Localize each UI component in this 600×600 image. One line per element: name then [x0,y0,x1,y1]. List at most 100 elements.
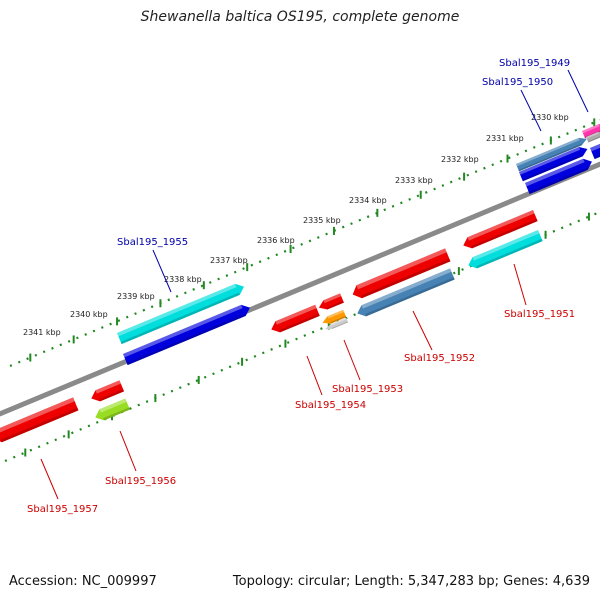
gene-sbal195-1956-arrow[interactable] [89,380,125,404]
gene-sbal195-1950-arrow-body [516,137,587,172]
gene-sbal195-1953-arrow-shade [326,300,344,310]
gene-sbal195-1949-arrow-body [582,124,600,139]
gene-steelblue-arrow-body [357,268,455,317]
gene-forward-blue-arrow-3-shade [528,167,588,195]
leader-line [520,89,542,132]
gene-forward-blue-arrow-2[interactable] [519,144,589,182]
gene-orange-arrow[interactable] [321,309,347,327]
tick-labels: 2330 kbp 2331 kbp 2332 kbp 2333 kbp 2334 kbp… [23,113,569,337]
gene-forward-blue-arrow-4-shade [593,151,600,160]
gene-steelblue-arrow-shade [365,277,455,317]
gene-label[interactable]: Sbal195_1954 [295,400,366,411]
gene-sbal195-1957-arrow[interactable] [0,397,79,445]
gene-lime-arrow-highlight [99,398,127,413]
tick-label: 2337 kbp [210,256,248,265]
gene-sbal195-1952-arrow-shade [360,258,451,299]
gene-sbal195-1952-arrow-body [352,248,451,299]
tick-label: 2341 kbp [23,328,61,337]
gene-sbal195-1954-arrow-highlight [275,304,317,325]
gene-cyan-arrow-2-body [468,230,543,269]
tick-label: 2336 kbp [257,236,295,245]
gene-sbal195-1955-arrow-shade [120,292,240,345]
gene-forward-grey-arrow-highlight [586,132,599,139]
gene-forward-blue-arrow-4-highlight [590,143,600,152]
gene-orange-arrow-shade [329,315,347,324]
gene-forward-blue-arrow-1[interactable] [123,302,252,366]
tick-label: 2339 kbp [117,292,155,301]
gene-sbal195-1950-arrow-highlight [516,137,580,167]
gene-sbal195-1955-arrow-highlight [117,283,237,337]
gene-features [0,124,600,445]
gene-cyan-arrow-2[interactable] [466,230,543,271]
gene-sbal195-1950-arrow-shade [518,143,582,172]
gene-sbal195-1955-arrow-body [117,283,244,345]
gene-lime-arrow[interactable] [93,398,130,424]
gene-label[interactable]: Sbal195_1949 [499,58,570,69]
gene-grey-arrow[interactable] [324,317,349,332]
accession-text: Accession: NC_009997 [9,574,157,589]
gene-sbal195-1951-arrow-body [463,210,538,249]
gene-cyan-arrow-2-shade [476,238,543,269]
gene-sbal195-1952-arrow[interactable] [350,248,451,300]
gene-sbal195-1955-arrow[interactable] [117,281,246,345]
gene-forward-blue-arrow-4[interactable] [590,140,600,160]
gene-label[interactable]: Sbal195_1955 [117,237,188,248]
gene-forward-grey-arrow[interactable] [586,129,600,143]
gene-cyan-arrow-2-highlight [472,230,540,261]
gene-label[interactable]: Sbal195_1957 [27,504,98,515]
gene-sbal195-1951-arrow[interactable] [461,210,538,251]
gene-forward-grey-arrow-shade [587,136,600,143]
leader-line [152,249,172,293]
genome-backbone [0,161,600,417]
leader-line [412,310,433,351]
gene-sbal195-1956-arrow-shade [99,389,125,402]
gene-grey-arrow-shade [331,321,349,329]
leader-line [40,458,59,500]
gene-sbal195-1957-arrow-shade [0,407,79,443]
gene-sbal195-1952-arrow-highlight [356,248,447,290]
genome-summary-text: Topology: circular; Length: 5,347,283 bp… [232,574,590,589]
gene-sbal195-1957-arrow-highlight [0,397,75,434]
gene-label[interactable]: Sbal195_1952 [404,353,475,364]
tick-label: 2338 kbp [164,275,202,284]
gene-grey-arrow-highlight [330,317,347,326]
gene-forward-blue-arrow-1-body [123,304,250,366]
gene-label[interactable]: Sbal195_1956 [105,476,176,487]
gene-label[interactable]: Sbal195_1951 [504,309,575,320]
leader-line [343,339,361,381]
gene-sbal195-1951-arrow-highlight [467,210,535,241]
tick-label: 2340 kbp [70,310,108,319]
gene-lime-arrow-shade [103,407,130,421]
leader-line [513,263,527,306]
gene-forward-blue-arrow-1-highlight [123,304,243,358]
gene-sbal195-1954-arrow[interactable] [269,304,320,335]
tick-label: 2334 kbp [349,196,387,205]
gene-grey-arrow-body [324,317,349,330]
gene-sbal195-1953-arrow-body [318,293,344,310]
gene-labels: Sbal195_1949 Sbal195_1950 Sbal195_1955 Sbal… [27,58,589,515]
gene-sbal195-1954-arrow-body [271,304,320,333]
gene-label[interactable]: Sbal195_1950 [482,77,553,88]
gene-forward-blue-arrow-3[interactable] [525,156,594,195]
leader-line [567,69,589,113]
gene-steelblue-arrow-highlight [361,268,452,309]
gene-sbal195-1949-arrow-highlight [582,124,600,134]
gene-forward-blue-arrow-2-shade [522,154,583,182]
tick-label: 2332 kbp [441,155,479,164]
gene-lime-arrow-body [95,398,130,421]
gene-sbal195-1954-arrow-shade [279,313,320,333]
gene-label[interactable]: Sbal195_1953 [332,384,403,395]
gene-forward-blue-arrow-2-body [519,147,588,182]
gene-sbal195-1957-arrow-body [0,397,79,443]
gene-sbal195-1953-arrow-highlight [323,293,342,304]
gene-sbal195-1950-arrow[interactable] [516,135,588,172]
gene-forward-blue-arrow-1-shade [126,313,246,366]
gene-forward-blue-arrow-2-highlight [519,147,581,175]
gene-forward-blue-arrow-3-highlight [525,158,585,187]
gene-steelblue-arrow[interactable] [355,268,455,319]
leader-line [119,430,137,472]
gene-sbal195-1953-arrow[interactable] [317,293,344,312]
gene-sbal195-1951-arrow-shade [471,218,538,249]
